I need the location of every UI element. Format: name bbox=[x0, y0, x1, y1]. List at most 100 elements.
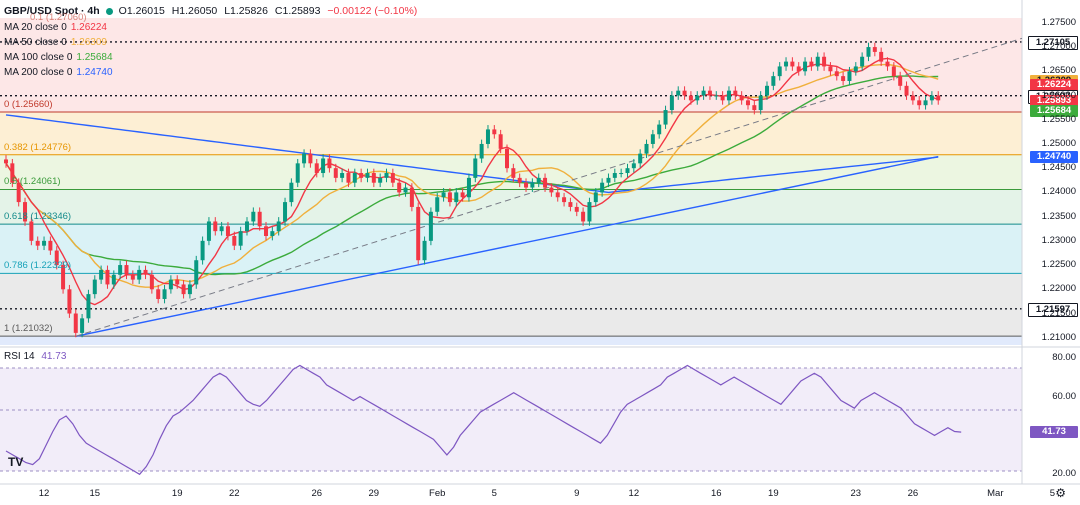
candle bbox=[733, 90, 738, 96]
candle bbox=[638, 153, 643, 164]
candle bbox=[809, 61, 814, 67]
candle bbox=[80, 318, 85, 333]
chart-header: GBP/USD Spot · 4h O1.26015 H1.26050 L1.2… bbox=[4, 4, 421, 18]
candle bbox=[308, 153, 313, 164]
candle bbox=[682, 90, 687, 96]
fib-zone bbox=[0, 154, 1022, 190]
price-axis-label: 1.25500 bbox=[1041, 113, 1076, 125]
candle bbox=[244, 221, 249, 232]
candle bbox=[73, 313, 78, 333]
candle bbox=[524, 182, 529, 188]
candle bbox=[219, 226, 224, 232]
candle bbox=[847, 71, 852, 81]
candle bbox=[67, 289, 72, 314]
candle bbox=[815, 56, 820, 67]
candle bbox=[860, 56, 865, 67]
candle bbox=[631, 163, 636, 169]
candle bbox=[739, 95, 744, 101]
fib-top-label: 0.1 (1.27060) bbox=[30, 12, 87, 23]
candle bbox=[143, 269, 148, 275]
candle bbox=[777, 66, 782, 77]
candle bbox=[447, 192, 452, 203]
candle bbox=[752, 105, 757, 111]
candle bbox=[162, 289, 167, 299]
ma-legend-label: MA 200 close 0 bbox=[4, 67, 73, 78]
candle bbox=[276, 221, 281, 232]
candle bbox=[346, 173, 351, 183]
price-axis-label: 1.26500 bbox=[1041, 65, 1076, 77]
candle bbox=[200, 240, 205, 261]
ma-legend-row[interactable]: MA 20 close 0 1.26224 bbox=[4, 20, 113, 35]
ma-legend-value: 1.26224 bbox=[70, 22, 107, 33]
candle bbox=[29, 221, 34, 241]
candle bbox=[409, 187, 414, 207]
candle bbox=[688, 95, 693, 101]
ma-legend-row[interactable]: MA 50 close 0 1.26309 bbox=[4, 35, 113, 50]
candle bbox=[803, 61, 808, 72]
price-tag: 1.21597 bbox=[1028, 302, 1078, 317]
fib-zone bbox=[0, 18, 1022, 112]
candle bbox=[771, 76, 776, 86]
ma-legend-row[interactable]: MA 200 close 0 1.24740 bbox=[4, 65, 113, 80]
candle bbox=[885, 61, 890, 67]
candle bbox=[206, 221, 211, 241]
candle bbox=[701, 90, 706, 96]
candle bbox=[321, 158, 326, 174]
ma-legend-row[interactable]: MA 100 close 0 1.25684 bbox=[4, 50, 113, 65]
candle bbox=[485, 129, 490, 144]
candle bbox=[923, 100, 928, 106]
tradingview-logo-icon[interactable]: TV bbox=[8, 455, 24, 469]
candle bbox=[891, 66, 896, 77]
candle bbox=[42, 240, 47, 246]
rsi-value: 41.73 bbox=[41, 351, 67, 362]
candle bbox=[650, 134, 655, 144]
price-tag: 1.27105 bbox=[1028, 35, 1078, 50]
ma-legend-label: MA 100 close 0 bbox=[4, 52, 73, 63]
candle bbox=[35, 240, 40, 246]
candle bbox=[505, 148, 509, 169]
rsi-value-tag: 41.73 bbox=[1030, 426, 1078, 439]
candle bbox=[549, 187, 554, 193]
rsi-axis-label: 80.00 bbox=[1052, 351, 1076, 363]
fib-level-label: 0.786 (1.22329) bbox=[4, 260, 72, 272]
candle bbox=[853, 66, 858, 72]
candle bbox=[574, 206, 579, 212]
candle bbox=[365, 173, 370, 178]
candle bbox=[929, 95, 934, 101]
candle bbox=[124, 265, 129, 275]
rsi-title: RSI 14 bbox=[4, 351, 35, 362]
candle bbox=[295, 163, 300, 183]
price-axis-label: 1.24000 bbox=[1041, 186, 1076, 198]
candle bbox=[403, 187, 408, 193]
candle bbox=[606, 177, 611, 183]
candle bbox=[61, 265, 66, 290]
symbol-title[interactable]: GBP/USD Spot · 4h bbox=[4, 5, 100, 17]
rsi-header[interactable]: RSI 14 41.73 bbox=[4, 351, 66, 362]
gear-icon[interactable]: ⚙ bbox=[1055, 486, 1066, 500]
price-axis-label: 1.27000 bbox=[1041, 41, 1076, 53]
fib-zone bbox=[0, 336, 1022, 345]
support-trendline bbox=[75, 155, 939, 337]
candle bbox=[796, 66, 801, 72]
rsi-axis-label: 20.00 bbox=[1052, 468, 1076, 480]
date-axis-label: 23 bbox=[850, 488, 862, 499]
price-axis-label: 1.26000 bbox=[1041, 89, 1076, 101]
candle bbox=[23, 202, 28, 222]
candle bbox=[910, 95, 915, 101]
ma100-line bbox=[5, 75, 939, 276]
candle bbox=[581, 211, 586, 222]
candle bbox=[466, 177, 471, 198]
candle bbox=[593, 192, 598, 203]
rsi-line bbox=[5, 364, 962, 476]
candle bbox=[745, 100, 750, 106]
fib-level-label: 1 (1.21032) bbox=[4, 323, 53, 335]
price-axis-label: 1.22500 bbox=[1041, 259, 1076, 271]
ma-legend-value: 1.26309 bbox=[70, 37, 107, 48]
candle bbox=[416, 206, 421, 261]
fib-level-label: 0 (1.25660) bbox=[4, 98, 53, 110]
candle bbox=[441, 192, 446, 198]
candle bbox=[543, 177, 548, 188]
candle bbox=[187, 284, 192, 295]
candle bbox=[327, 158, 332, 169]
